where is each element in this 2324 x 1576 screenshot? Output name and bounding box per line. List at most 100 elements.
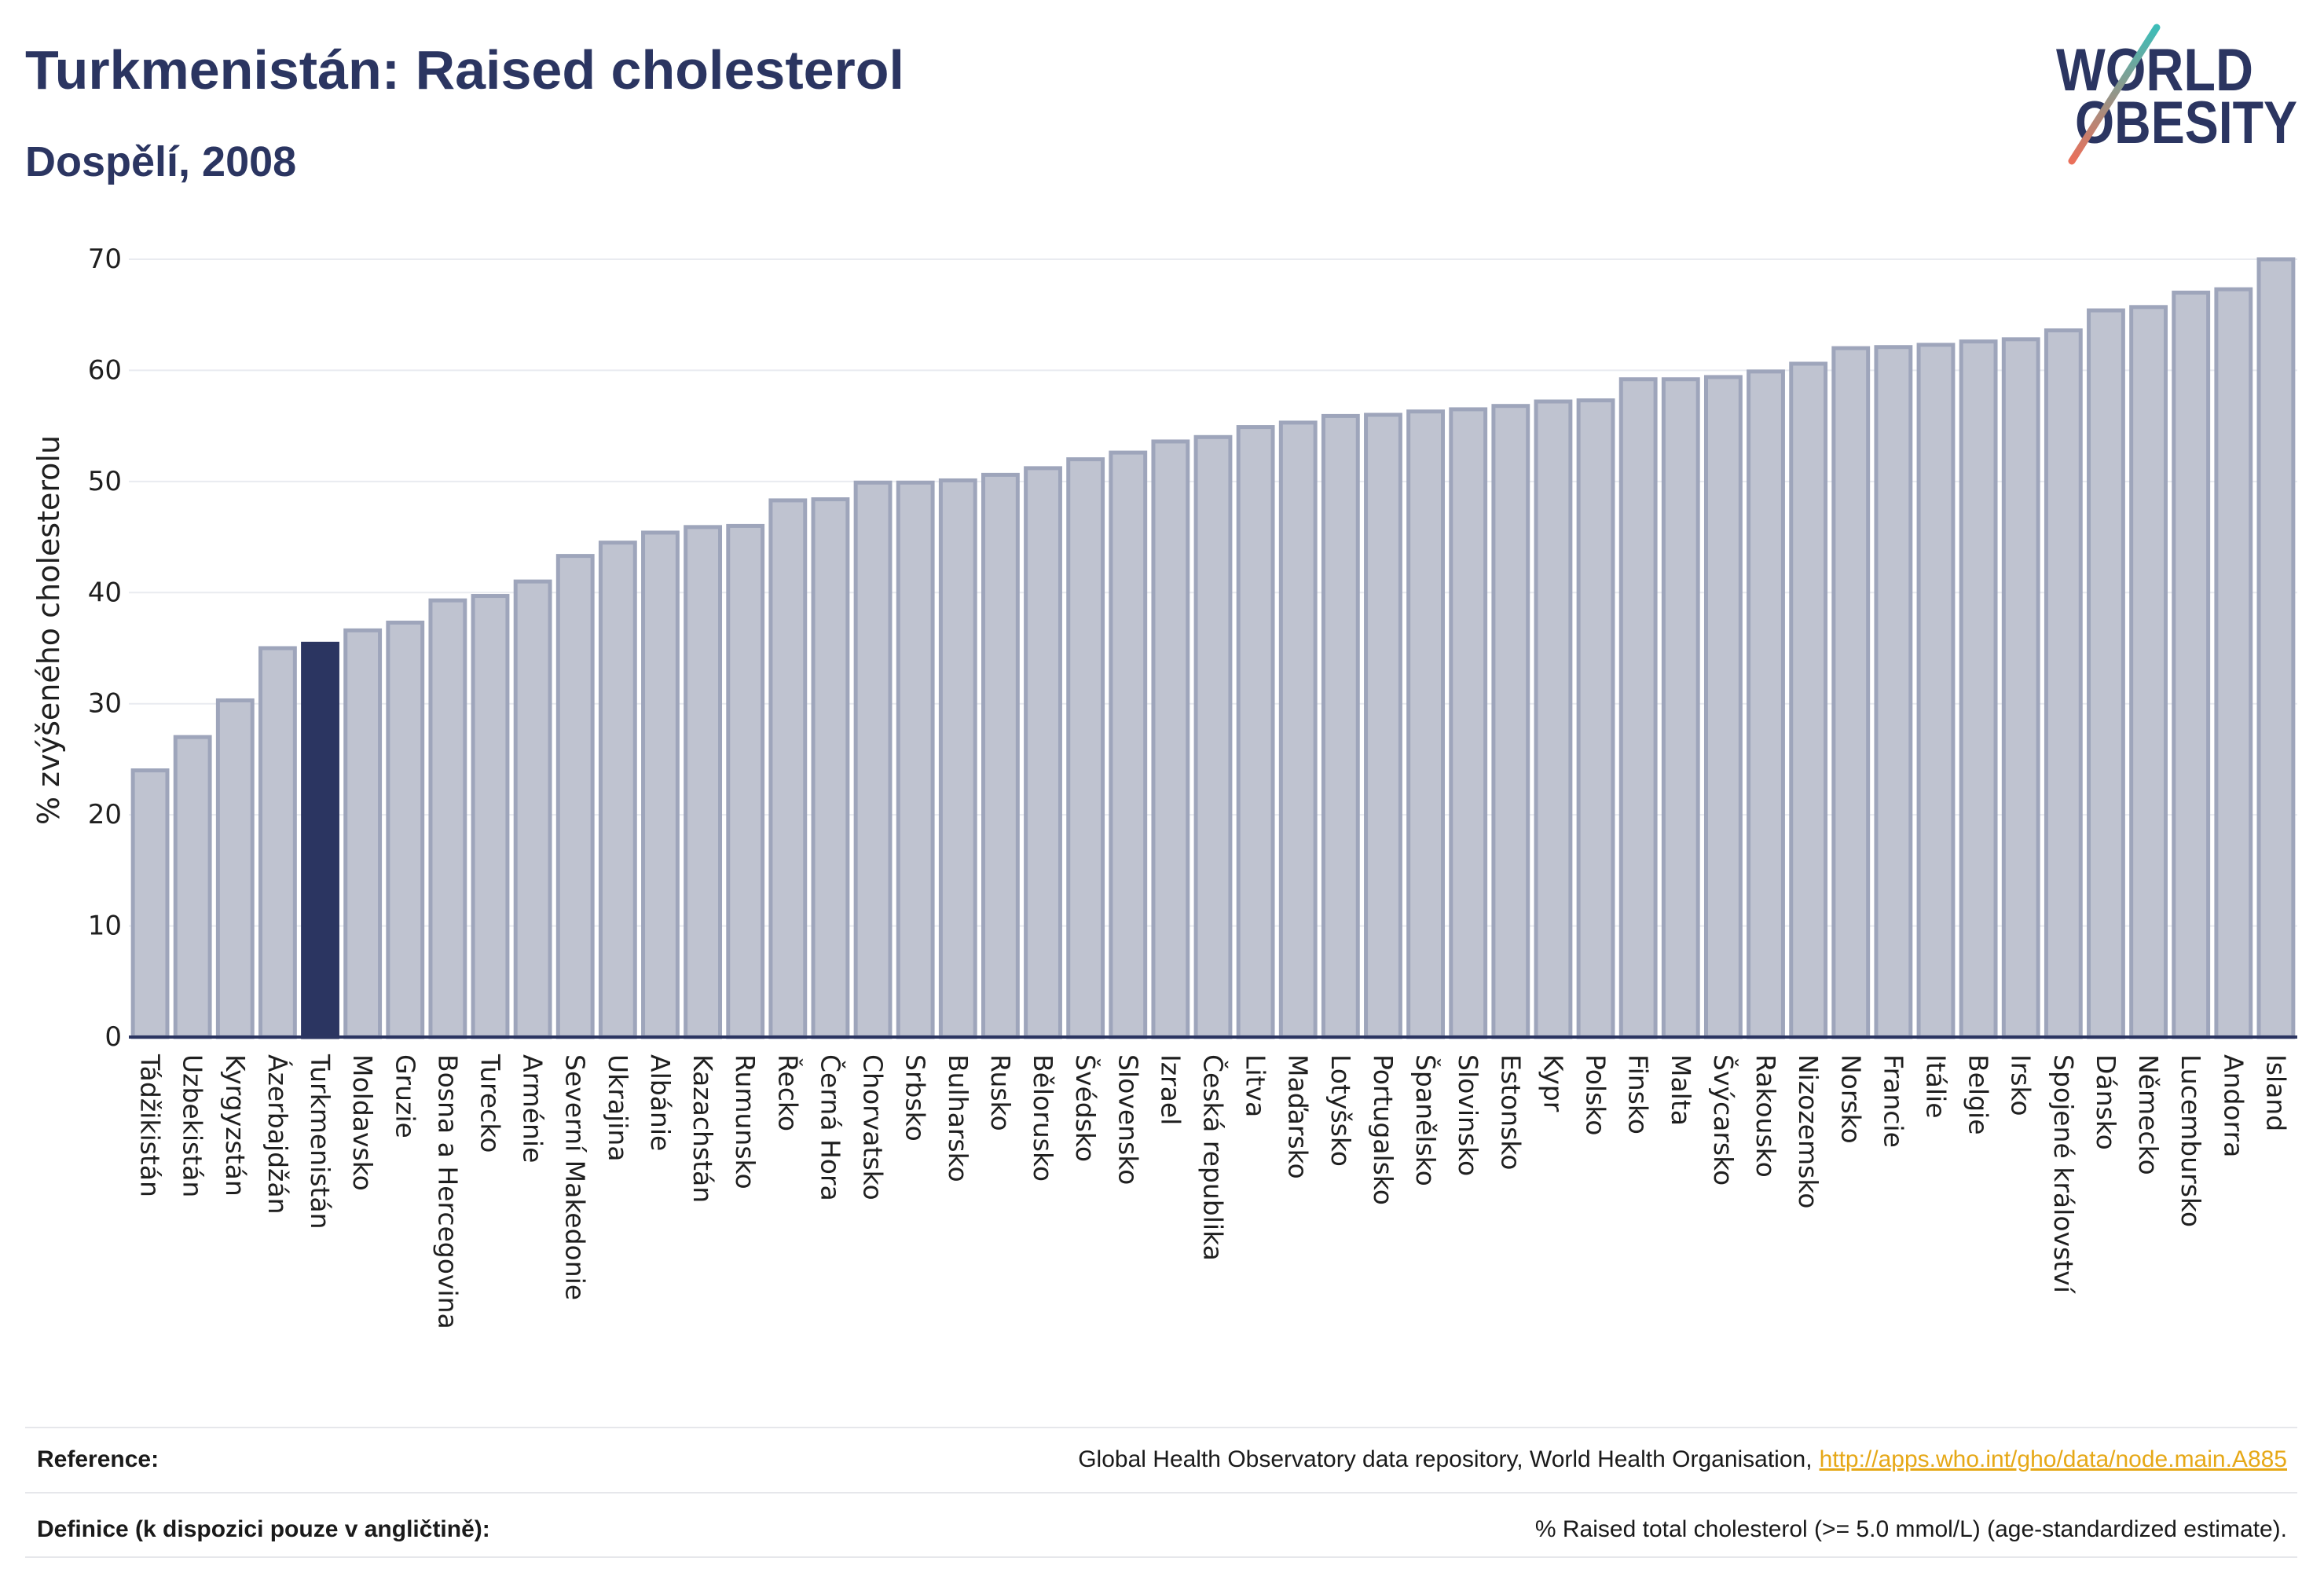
x-tick-label: Itálie [1921, 1054, 1952, 1119]
bar [555, 554, 595, 1039]
y-tick-label: 10 [88, 911, 122, 942]
bar [726, 523, 765, 1039]
y-tick-label: 60 [88, 354, 122, 386]
bar [343, 628, 383, 1039]
chart-title: Turkmenistán: Raised cholesterol [25, 39, 905, 101]
bar [130, 768, 170, 1039]
bar [1151, 439, 1190, 1039]
x-tick-label: Rumunsko [730, 1054, 761, 1189]
x-tick-label: Německo [2133, 1054, 2164, 1175]
bar [471, 594, 510, 1039]
reference-value: Global Health Observatory data repositor… [1078, 1446, 2287, 1473]
logo-word-world: WORLD [2056, 37, 2253, 104]
y-axis-ticks: 0 10 20 30 40 50 60 70 [88, 244, 122, 1053]
reference-label: Reference: [37, 1446, 159, 1472]
x-tick-label: Lucembursko [2176, 1054, 2206, 1227]
x-tick-label: Řecko [772, 1054, 804, 1131]
world-obesity-logo: WORLD OBESITY [2056, 24, 2297, 165]
x-tick-label: Irsko [2006, 1054, 2036, 1116]
reference-text: Global Health Observatory data repositor… [1078, 1446, 1813, 1472]
x-tick-label: Česká republika [1198, 1054, 1230, 1261]
x-tick-label: Gruzie [390, 1054, 420, 1138]
x-tick-label: Litva [1241, 1054, 1271, 1117]
x-tick-label: Maďarsko [1283, 1054, 1314, 1179]
bars [130, 257, 2296, 1039]
x-tick-label: Bosna a Hercegovina [432, 1054, 463, 1329]
x-tick-label: Albánie [645, 1054, 676, 1151]
bar [2087, 308, 2125, 1039]
bar [2001, 337, 2040, 1039]
chart-subtitle: Dospělí, 2008 [25, 138, 297, 185]
y-tick-label: 20 [88, 799, 122, 830]
x-tick-label: Finsko [1623, 1054, 1654, 1134]
bar [1916, 343, 1956, 1039]
bar [981, 472, 1020, 1039]
bar [1278, 420, 1318, 1039]
bar [173, 735, 212, 1039]
x-tick-label: Bělorusko [1028, 1054, 1058, 1182]
bar-chart: 0 10 20 30 40 50 60 70 Tádžikistán Uzbekistán Kyr… [31, 244, 2297, 1329]
x-tick-label: Izrael [1155, 1054, 1186, 1125]
bar [1364, 412, 1402, 1039]
bar [386, 620, 425, 1039]
bar [513, 579, 552, 1039]
bar [258, 646, 297, 1039]
bar [1618, 377, 1658, 1039]
bar [1449, 407, 1488, 1039]
x-tick-label: Rakousko [1750, 1054, 1781, 1178]
x-tick-label: Andorra [2218, 1054, 2249, 1157]
bar [2172, 290, 2211, 1039]
y-tick-label: 30 [88, 688, 122, 720]
y-tick-label: 40 [88, 577, 122, 608]
x-tick-label: Belgie [1963, 1054, 1994, 1135]
bar [1024, 466, 1062, 1039]
x-tick-label: Severní Makedonie [560, 1054, 591, 1300]
bar [1576, 398, 1615, 1039]
x-tick-label: Francie [1878, 1054, 1908, 1148]
bar [2044, 328, 2083, 1039]
x-tick-label: Malta [1666, 1054, 1696, 1126]
bar [428, 598, 467, 1039]
x-tick-label: Polsko [1581, 1054, 1611, 1135]
x-tick-label: Tádžikistán [135, 1054, 166, 1197]
bar-highlighted [301, 641, 339, 1039]
y-axis-label: % zvýšeného cholesterolu [31, 435, 66, 825]
bar [1193, 434, 1233, 1039]
bar [598, 541, 637, 1039]
x-tick-label: Portugalsko [1368, 1054, 1398, 1205]
bar [853, 480, 893, 1039]
x-tick-label: Uzbekistán [178, 1054, 208, 1197]
y-tick-label: 70 [88, 244, 122, 275]
bar [1747, 369, 1785, 1039]
x-tick-label: Chorvatsko [858, 1054, 889, 1200]
x-tick-label: Norsko [1835, 1054, 1866, 1144]
x-tick-label: Kazachstán [687, 1054, 718, 1203]
bar [2256, 257, 2296, 1039]
x-tick-label: Dánsko [2091, 1054, 2121, 1150]
x-tick-label: Turkmenistán [305, 1054, 335, 1230]
bar [1789, 361, 1828, 1039]
x-tick-label: Arménie [518, 1054, 548, 1163]
bar [1534, 399, 1573, 1039]
definition-row: Definice (k dispozici pouze v angličtině… [25, 1508, 2287, 1552]
bar [1703, 375, 1743, 1039]
bar [1959, 339, 1998, 1039]
x-tick-label: Spojené království [2048, 1054, 2079, 1295]
bar [1406, 409, 1446, 1039]
bar [1321, 413, 1360, 1039]
bar [1109, 450, 1148, 1039]
bar [684, 525, 723, 1039]
x-tick-label: Slovinsko [1453, 1054, 1483, 1176]
bar [896, 480, 935, 1039]
bar [2129, 305, 2168, 1039]
y-tick-label: 50 [88, 466, 122, 497]
x-tick-label: Černá Hora [815, 1054, 846, 1201]
x-tick-label: Rusko [985, 1054, 1016, 1131]
x-tick-label: Kyrgyzstán [220, 1054, 251, 1197]
bar [1831, 346, 1871, 1039]
x-tick-label: Kypr [1538, 1054, 1568, 1112]
definition-text: % Raised total cholesterol (>= 5.0 mmol/… [1534, 1516, 2287, 1542]
reference-link[interactable]: http://apps.who.int/gho/data/node.main.A… [1819, 1446, 2287, 1472]
x-tick-label: Island [2260, 1054, 2291, 1131]
bar [2214, 287, 2253, 1039]
